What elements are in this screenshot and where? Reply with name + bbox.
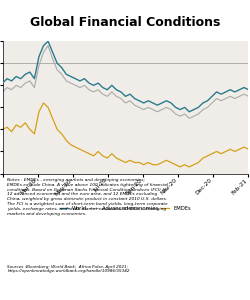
Text: Notes : EMDEs - emerging markets and developing economies;
EMDEs exclude China. : Notes : EMDEs - emerging markets and dev… — [8, 178, 168, 216]
Legend: World, Advanced economies, EMDEs: World, Advanced economies, EMDEs — [58, 204, 192, 213]
Text: Global Financial Conditions: Global Financial Conditions — [30, 16, 220, 28]
Text: Sources :Bloomberg; World Bank;  Africa Pulse, April 2021;
https://openknowledge: Sources :Bloomberg; World Bank; Africa P… — [8, 265, 130, 273]
